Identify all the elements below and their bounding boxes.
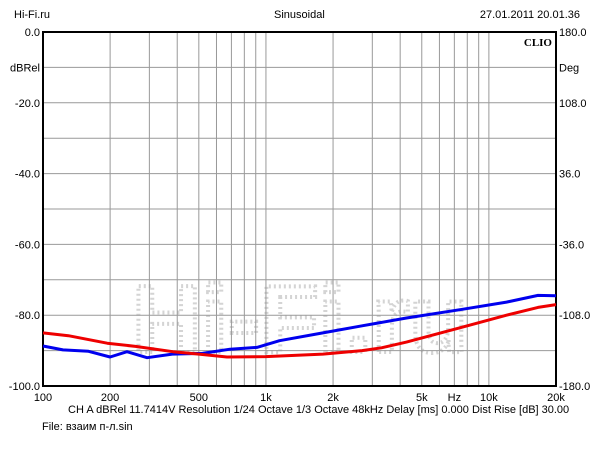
y-tick-label: -100.0 [9,381,40,393]
x-tick-label: 500 [190,392,208,404]
y-tick-label: -40.0 [15,169,40,181]
y2-tick-label: -36.0 [559,239,584,251]
y2-tick-label: 180.0 [559,27,587,39]
series-line-red [42,303,557,359]
header-title: Sinusoidal [274,9,325,21]
y-axis-label: dBRel [10,62,40,74]
footer-info: CH A dBRel 11.7414V Resolution 1/24 Octa… [68,404,570,416]
clio-logo: CLIO [524,37,553,49]
x-tick-label: 100 [34,392,52,404]
y-tick-label: -20.0 [15,98,40,110]
x-tick-label: 200 [101,392,119,404]
x-tick-label: 1k [260,392,272,404]
y-tick-label: -80.0 [15,310,40,322]
y-tick-label: 0.0 [25,27,40,39]
y2-tick-label: 108.0 [559,98,587,110]
series-line-blue [42,293,557,360]
footer-file: File: взаим п-л.sin [42,421,133,433]
plot-frame [42,31,557,387]
y2-tick-label: 36.0 [559,169,580,181]
header-timestamp: 27.01.2011 20.01.36 [479,9,580,21]
x-tick-label: 20k [547,392,565,404]
x-tick-label: 10k [480,392,498,404]
header-site: Hi-Fi.ru [14,9,51,21]
x-tick-label: 2k [327,392,339,404]
y2-tick-label: -180.0 [559,381,590,393]
x-tick-label: 5k [416,392,428,404]
y2-axis-label: Deg [559,62,579,74]
y-tick-label: -60.0 [15,239,40,251]
y2-tick-label: -108.0 [559,310,590,322]
x-axis-label: Hz [448,392,461,404]
watermark: Hi-Fi.ru [132,266,468,373]
